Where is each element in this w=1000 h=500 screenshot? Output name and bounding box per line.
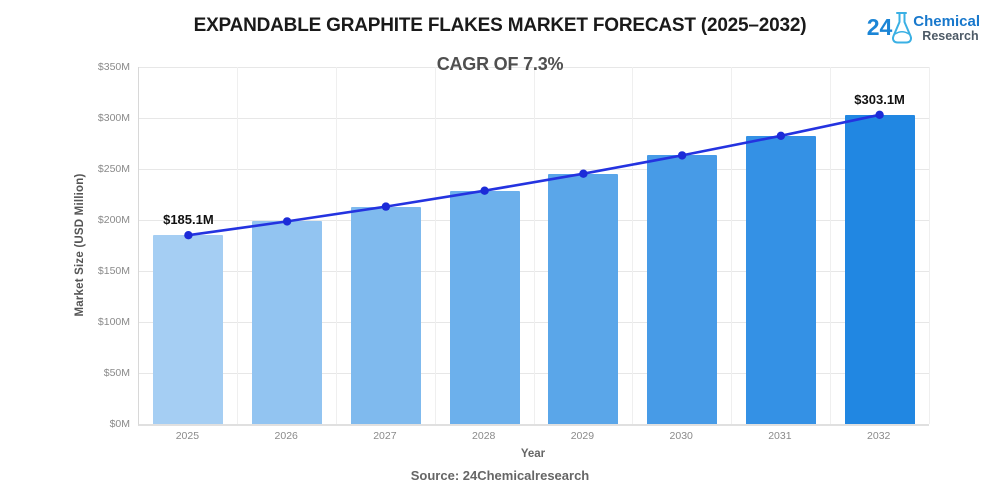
y-tick-label-$100M: $100M (97, 316, 130, 328)
trend-marker-2032[interactable] (875, 110, 884, 119)
brand-logo: 24 Chemical Research (867, 10, 980, 46)
v-gridline (632, 67, 634, 424)
v-gridline (336, 67, 337, 424)
source-caption: Source: 24Chemicalresearch (410, 468, 590, 483)
bar-2029[interactable] (548, 173, 619, 424)
data-label-2025: $185.1M (163, 212, 214, 228)
chart-subtitle: CAGR OF 7.3% (436, 54, 564, 74)
bar-2027[interactable] (350, 206, 421, 424)
logo-24-text: 24 (866, 14, 893, 40)
trend-marker-2027[interactable] (381, 202, 391, 211)
trend-marker-2031[interactable] (776, 131, 786, 140)
y-tick-label-$250M: $250M (97, 163, 130, 175)
logo-text: Chemical Research (913, 14, 980, 43)
x-axis-title: Year (520, 448, 546, 460)
v-gridline (237, 67, 239, 424)
y-tick-label-$200M: $200M (97, 214, 130, 226)
y-axis: $0M $50M $100M $150M $200M $250M $300M $350M (56, 61, 130, 430)
y-tick-label-$0M: $0M (109, 418, 130, 430)
flask-icon (892, 12, 913, 44)
x-tick-label-2028: 2028 (472, 430, 496, 442)
x-tick-label-2027: 2027 (373, 430, 397, 442)
trend-marker-2030[interactable] (677, 151, 687, 160)
bar-2032[interactable] (844, 114, 915, 424)
logo-chemical-text: Chemical (913, 13, 980, 30)
x-tick-label-2029: 2029 (570, 430, 595, 442)
trend-marker-2025[interactable] (184, 231, 193, 240)
bar-2025[interactable] (153, 235, 224, 424)
x-tick-label-2030: 2030 (669, 430, 693, 442)
x-tick-label-2026: 2026 (274, 430, 298, 442)
v-gridline (928, 67, 930, 424)
trend-marker-2029[interactable] (579, 169, 588, 178)
bar-2030[interactable] (647, 155, 718, 424)
y-tick-label-$50M: $50M (103, 367, 130, 379)
data-label-2032: $303.1M (854, 91, 905, 107)
v-gridline (731, 67, 732, 424)
x-tick-label-2031: 2031 (768, 430, 792, 442)
plot-area: $185.1M $303.1M (138, 67, 930, 426)
logo-research-text: Research (922, 28, 979, 43)
y-tick-label-$350M: $350M (97, 61, 130, 73)
x-tick-label-2032: 2032 (867, 430, 891, 442)
v-gridline (533, 67, 535, 424)
v-gridline (434, 67, 436, 424)
x-axis: 2025 2026 2027 2028 2029 2030 2031 2032 (138, 430, 928, 446)
y-tick-label-$300M: $300M (97, 112, 130, 124)
x-tick-label-2025: 2025 (175, 430, 200, 442)
y-tick-label-$150M: $150M (97, 265, 130, 277)
trend-line (188, 113, 880, 237)
trend-marker-2026[interactable] (282, 217, 292, 226)
bar-2031[interactable] (745, 135, 816, 424)
chart-title: EXPANDABLE GRAPHITE FLAKES MARKET FORECA… (193, 15, 807, 36)
trend-marker-2028[interactable] (480, 186, 489, 195)
trend-layer (184, 110, 884, 240)
bar-2026[interactable] (252, 221, 323, 424)
v-gridline (829, 67, 831, 424)
bar-2028[interactable] (449, 190, 520, 424)
